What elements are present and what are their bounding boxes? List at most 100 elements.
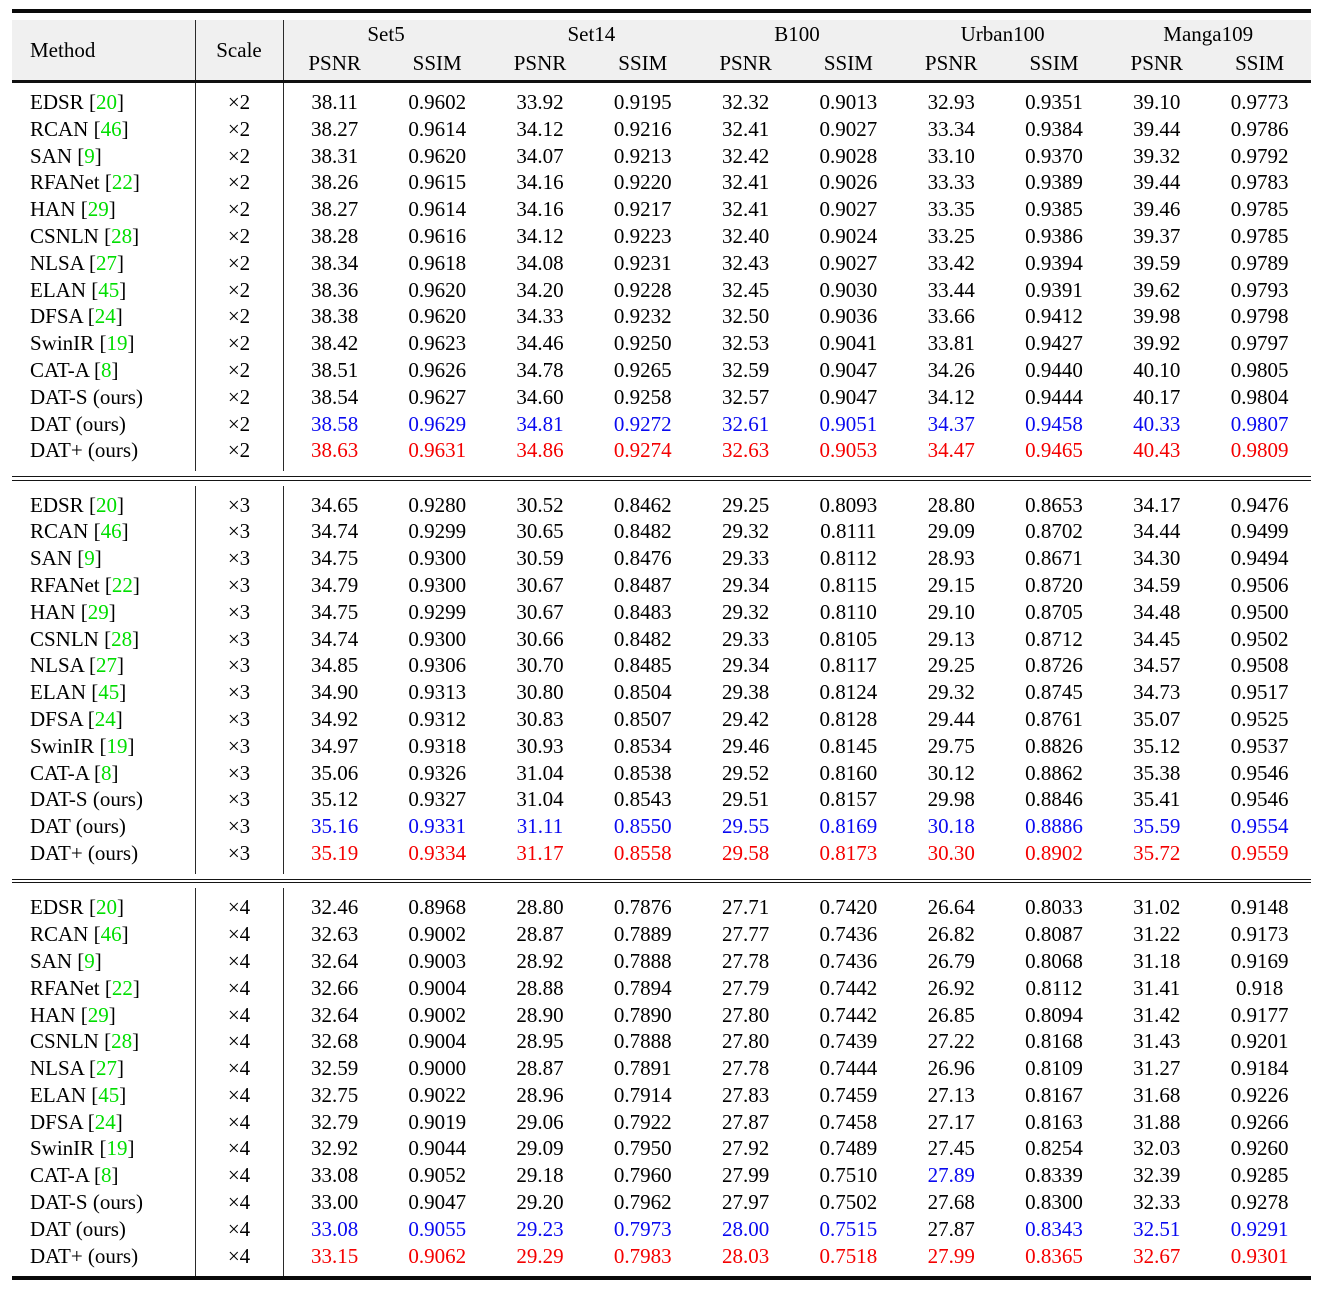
value-cell: 33.33 — [927, 170, 975, 195]
citation-link[interactable]: 20 — [95, 492, 117, 517]
value-cell: 0.9312 — [408, 707, 467, 732]
citation-link[interactable]: 24 — [94, 1109, 116, 1134]
citation-link[interactable]: 8 — [101, 357, 112, 382]
method-cell: CAT-A [8] — [12, 759, 196, 787]
value-cell: 34.33 — [516, 304, 564, 329]
value-cell: 0.7889 — [613, 922, 672, 947]
value-cell: 0.9051 — [819, 411, 878, 436]
value-cell: 0.9266 — [1230, 1109, 1289, 1134]
value-cell: 32.68 — [311, 1029, 359, 1054]
citation-link[interactable]: 27 — [95, 1056, 117, 1081]
citation-link[interactable]: 9 — [84, 143, 95, 168]
value-cell: 0.9027 — [819, 197, 878, 222]
method-label: SAN — [30, 948, 73, 973]
value-cell: 27.99 — [721, 1163, 770, 1188]
method-cell: CSNLN [28] — [12, 1028, 196, 1056]
value-cell: 35.72 — [1133, 841, 1181, 866]
value-cell: 27.78 — [721, 1056, 770, 1081]
value-cell: 0.9036 — [819, 304, 878, 329]
table-row: DAT+ (ours) ×2 38.63 0.9631 34.86 0.9274 32.63… — [12, 437, 1311, 472]
value-cell: 0.8111 — [820, 519, 877, 544]
value-cell: 31.68 — [1133, 1082, 1181, 1107]
value-cell: 0.8705 — [1025, 599, 1083, 624]
citation-link[interactable]: 22 — [111, 573, 133, 598]
citation-link[interactable]: 20 — [95, 895, 117, 920]
value-cell: 0.9559 — [1230, 841, 1289, 866]
value-cell: 0.9500 — [1230, 599, 1289, 624]
scale-block-x2: EDSR [20] ×2 38.11 0.9602 33.92 0.9195 32.32 0.… — [12, 81, 1311, 472]
value-cell: 33.25 — [927, 223, 975, 248]
value-cell: 38.54 — [311, 384, 359, 409]
citation-link[interactable]: 27 — [95, 250, 117, 275]
value-cell: 29.58 — [721, 841, 770, 866]
value-cell: 26.96 — [927, 1056, 975, 1081]
value-cell: 28.87 — [516, 1056, 564, 1081]
citation-link[interactable]: 24 — [94, 304, 116, 329]
value-cell: 30.30 — [927, 841, 975, 866]
value-cell: 0.8476 — [613, 546, 672, 571]
method-cell: HAN [29] — [12, 598, 196, 626]
scale-cell: ×2 — [195, 303, 284, 331]
citation-link[interactable]: 27 — [95, 653, 117, 678]
value-cell: 0.8254 — [1025, 1136, 1083, 1161]
citation-link[interactable]: 46 — [100, 519, 122, 544]
value-cell: 0.9620 — [408, 277, 467, 302]
value-cell: 0.9554 — [1230, 814, 1289, 839]
citation-link[interactable]: 9 — [84, 948, 95, 973]
method-cell: SwinIR [19] — [12, 732, 196, 760]
value-cell: 0.9616 — [408, 223, 467, 248]
value-cell: 0.9055 — [408, 1216, 467, 1241]
method-cell: DAT-S (ours) — [12, 1189, 196, 1216]
value-cell: 40.17 — [1133, 384, 1181, 409]
group-header-b100: B100 — [694, 20, 900, 49]
method-label: SAN — [30, 546, 73, 571]
citation-link[interactable]: 19 — [106, 1136, 128, 1161]
citation-link[interactable]: 8 — [101, 760, 112, 785]
method-label: DAT-S (ours) — [30, 1190, 143, 1215]
method-cell: NLSA [27] — [12, 249, 196, 277]
table-row: HAN [29] ×2 38.27 0.9614 34.16 0.9217 32.41 0.9… — [12, 196, 1311, 223]
citation-link[interactable]: 28 — [111, 626, 133, 651]
value-cell: 32.92 — [311, 1136, 359, 1161]
citation-link[interactable]: 45 — [98, 680, 120, 705]
citation-link[interactable]: 22 — [111, 975, 133, 1000]
citation-link[interactable]: 28 — [111, 223, 133, 248]
value-cell: 30.67 — [516, 573, 564, 598]
value-cell: 29.20 — [516, 1190, 564, 1215]
citation-link[interactable]: 46 — [100, 116, 122, 141]
value-cell: 0.9019 — [408, 1109, 467, 1134]
method-cell: DAT (ours) — [12, 410, 196, 438]
value-cell: 0.9525 — [1230, 707, 1289, 732]
method-cell: DAT-S (ours) — [12, 786, 196, 814]
value-cell: 0.7502 — [819, 1190, 878, 1215]
citation-link[interactable]: 8 — [101, 1163, 112, 1188]
citation-link[interactable]: 46 — [100, 922, 122, 947]
value-cell: 35.38 — [1133, 760, 1181, 785]
citation-link[interactable]: 22 — [111, 170, 133, 195]
citation-link[interactable]: 29 — [87, 197, 109, 222]
citation-link[interactable]: 45 — [98, 277, 120, 302]
value-cell: 27.80 — [721, 1002, 770, 1027]
scale-cell: ×3 — [195, 485, 284, 519]
citation-link[interactable]: 29 — [87, 1002, 109, 1027]
method-cell: DFSA [24] — [12, 303, 196, 331]
citation-link[interactable]: 29 — [87, 599, 109, 624]
table-row: DAT (ours) ×2 38.58 0.9629 34.81 0.9272 32.61 0… — [12, 410, 1311, 438]
citation-link[interactable]: 20 — [95, 90, 117, 114]
value-cell: 0.9250 — [613, 331, 672, 356]
citation-link[interactable]: 9 — [84, 546, 95, 571]
value-cell: 0.9299 — [408, 519, 467, 544]
value-cell: 39.37 — [1133, 223, 1181, 248]
value-cell: 35.12 — [1133, 733, 1181, 758]
citation-link[interactable]: 24 — [94, 707, 116, 732]
citation-link[interactable]: 45 — [98, 1082, 120, 1107]
citation-link[interactable]: 28 — [111, 1029, 133, 1054]
value-cell: 0.7442 — [819, 1002, 878, 1027]
value-cell: 29.29 — [516, 1243, 564, 1268]
citation-link[interactable]: 19 — [106, 733, 128, 758]
table-row: CAT-A [8] ×3 35.06 0.9326 31.04 0.8538 29.52 0.… — [12, 759, 1311, 787]
value-cell: 0.8093 — [819, 492, 878, 517]
value-cell: 0.9798 — [1230, 304, 1289, 329]
citation-link[interactable]: 19 — [106, 331, 128, 356]
table-row: RCAN [46] ×4 32.63 0.9002 28.87 0.7889 27.77 0.… — [12, 921, 1311, 948]
